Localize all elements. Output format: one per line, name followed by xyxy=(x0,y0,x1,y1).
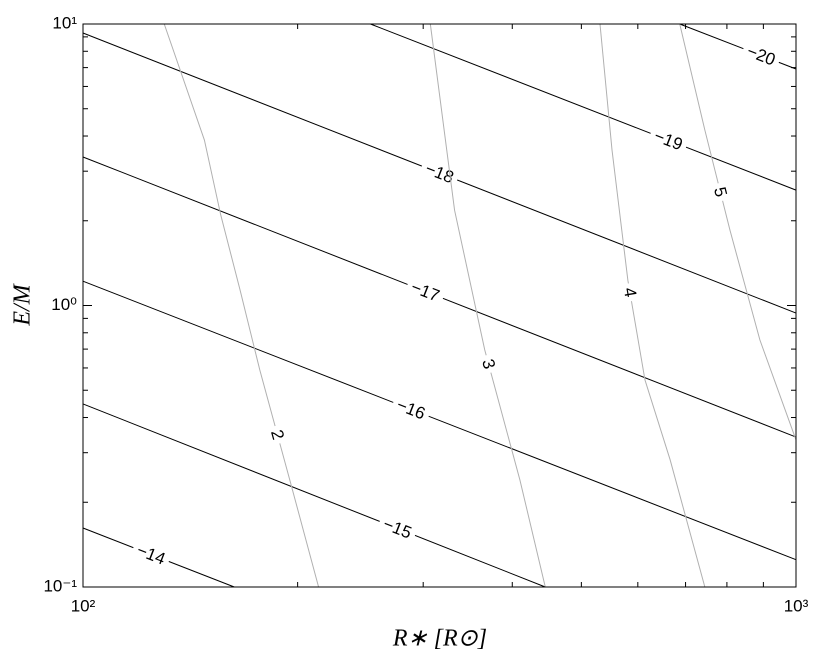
x-tick-label: 10³ xyxy=(784,596,809,615)
contour-label-group: −15 xyxy=(376,513,419,544)
contour-label-group: 5 xyxy=(709,181,732,203)
contour-line xyxy=(82,280,797,561)
contour-label-group: 3 xyxy=(477,352,500,375)
contour-label-group: 4 xyxy=(619,281,641,303)
label-gap xyxy=(390,394,432,425)
y-axis-label: E/M xyxy=(10,282,36,326)
contour-line xyxy=(370,23,797,191)
label-gap xyxy=(376,513,419,544)
contour-line xyxy=(599,23,706,588)
contour-line xyxy=(82,403,546,588)
y-tick-label: 10⁻¹ xyxy=(43,576,77,595)
contour-line xyxy=(429,23,546,588)
contour-line xyxy=(679,23,797,441)
label-gap xyxy=(266,423,289,446)
contour-label-group: −19 xyxy=(647,124,690,156)
contour-label-group: −18 xyxy=(418,157,461,189)
label-gap xyxy=(477,352,500,375)
contour-label-group: −14 xyxy=(130,539,173,570)
label-gap xyxy=(709,181,732,203)
contour-label-group: −20 xyxy=(740,40,783,71)
x-tick-label: 10² xyxy=(71,596,96,615)
y-tick-label: 10¹ xyxy=(52,13,77,32)
contour-label-group: −16 xyxy=(390,394,432,425)
label-gap xyxy=(404,276,447,307)
contour-line xyxy=(163,23,320,588)
label-gap xyxy=(619,281,641,303)
label-gap xyxy=(418,157,461,189)
contour-label-group: 2 xyxy=(266,423,289,446)
x-axis-label: R∗ [R⊙] xyxy=(392,626,487,652)
label-gap xyxy=(740,40,783,71)
plot-area: −14 −15 −16 −17 −18 −19 −20 2 3 4 5 xyxy=(82,23,797,588)
y-tick-label: 10⁰ xyxy=(51,295,77,314)
contour-label-group: −17 xyxy=(404,276,447,307)
label-gap xyxy=(130,539,173,570)
contour-label: 5 xyxy=(710,185,731,199)
label-gap xyxy=(647,124,690,156)
contour-label: 4 xyxy=(620,286,640,299)
